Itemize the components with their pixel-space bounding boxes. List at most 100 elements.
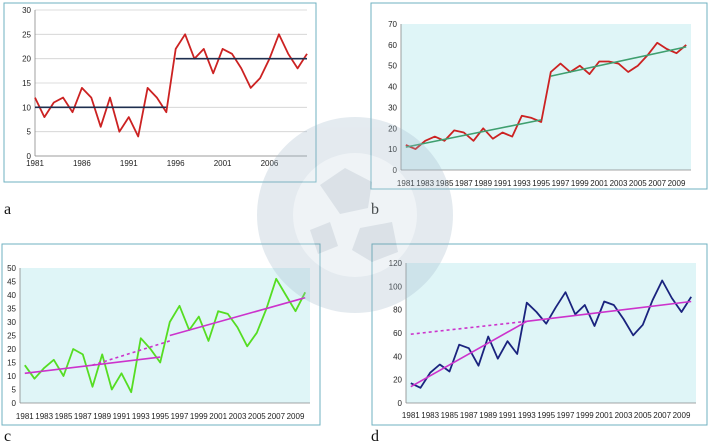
x-tick-label-d-7: 1995: [537, 411, 555, 420]
x-tick-label-d-14: 2009: [673, 411, 691, 420]
y-tick-label-b-3: 30: [388, 103, 397, 112]
series-line-b-observed: [405, 41, 687, 151]
x-tick-label-a-0: 1981: [26, 159, 44, 168]
x-tick-label-c-12: 2005: [248, 412, 266, 421]
y-tick-label-c-4: 20: [7, 345, 16, 354]
y-tick-label-c-9: 45: [7, 278, 16, 287]
x-tick-label-b-13: 2007: [648, 179, 666, 188]
panel-d-plot-area: [406, 263, 696, 403]
series-line-c-trend-1996-2010: [169, 296, 306, 337]
x-tick-label-c-6: 1993: [132, 412, 150, 421]
y-tick-label-b-6: 60: [388, 41, 397, 50]
y-tick-label-b-0: 0: [393, 166, 398, 175]
y-tick-label-c-2: 10: [7, 372, 16, 381]
y-tick-label-b-7: 70: [388, 20, 397, 29]
series-line-d-observed: [410, 279, 692, 389]
y-tick-label-b-4: 40: [388, 83, 397, 92]
x-tick-label-c-14: 2009: [287, 412, 305, 421]
y-tick-label-c-0: 0: [12, 399, 17, 408]
x-tick-label-c-4: 1989: [93, 412, 111, 421]
x-tick-label-c-3: 1987: [74, 412, 92, 421]
y-tick-label-c-10: 50: [7, 264, 16, 273]
x-tick-label-c-10: 2001: [209, 412, 227, 421]
y-tick-label-c-8: 40: [7, 291, 16, 300]
x-tick-label-d-0: 1981: [402, 411, 420, 420]
x-tick-label-b-11: 2003: [610, 179, 628, 188]
y-tick-label-d-4: 80: [393, 306, 402, 315]
x-tick-label-c-7: 1995: [151, 412, 169, 421]
y-tick-label-a-2: 10: [22, 103, 31, 112]
y-tick-label-d-1: 20: [393, 376, 402, 385]
x-tick-label-c-9: 1999: [190, 412, 208, 421]
y-tick-label-d-6: 120: [389, 259, 403, 268]
x-tick-label-c-2: 1985: [55, 412, 73, 421]
x-tick-label-d-10: 2001: [595, 411, 613, 420]
panel-a: 0 5 10 15 20 25 30 1981 1986 1991 1996 2001 2006: [3, 2, 317, 183]
series-line-b-trend-1981-1995: [405, 119, 542, 148]
x-tick-label-d-11: 2003: [615, 411, 633, 420]
x-tick-label-d-5: 1991: [499, 411, 517, 420]
series-line-d-trend-1993-2010: [526, 300, 692, 323]
series-line-c-trend-extension: [92, 340, 171, 366]
panel-label-d: d: [371, 428, 379, 445]
y-tick-label-b-1: 10: [388, 145, 397, 154]
x-tick-label-a-3: 1996: [167, 159, 185, 168]
x-tick-label-d-12: 2005: [634, 411, 652, 420]
x-tick-label-a-4: 2001: [214, 159, 232, 168]
y-tick-label-c-5: 25: [7, 332, 16, 341]
series-line-a-observed: [34, 33, 308, 138]
x-tick-label-c-11: 2003: [229, 412, 247, 421]
x-tick-label-c-0: 1981: [16, 412, 34, 421]
x-tick-label-d-13: 2007: [653, 411, 671, 420]
y-tick-label-a-1: 5: [27, 128, 32, 137]
series-line-c-observed: [24, 277, 307, 394]
x-tick-label-d-3: 1987: [460, 411, 478, 420]
y-tick-label-d-2: 40: [393, 352, 402, 361]
panel-label-b: b: [371, 201, 379, 218]
x-tick-label-c-1: 1983: [35, 412, 53, 421]
x-tick-label-d-6: 1993: [518, 411, 536, 420]
y-tick-label-d-3: 60: [393, 329, 402, 338]
x-tick-label-b-2: 1985: [436, 179, 454, 188]
series-line-d-trend-extension: [410, 320, 527, 335]
y-tick-label-c-3: 15: [7, 359, 16, 368]
x-tick-label-b-8: 1997: [552, 179, 570, 188]
panel-c-plot-area: [20, 268, 310, 403]
watermark-globe-icon: [257, 117, 453, 313]
y-tick-label-c-6: 30: [7, 318, 16, 327]
y-tick-label-a-5: 25: [22, 30, 31, 39]
x-tick-label-d-9: 1999: [576, 411, 594, 420]
x-tick-label-d-8: 1997: [557, 411, 575, 420]
y-tick-label-c-7: 35: [7, 305, 16, 314]
x-tick-label-a-1: 1986: [73, 159, 91, 168]
y-tick-label-b-2: 20: [388, 124, 397, 133]
x-tick-label-b-5: 1991: [494, 179, 512, 188]
x-tick-label-b-9: 1999: [571, 179, 589, 188]
y-tick-label-c-1: 5: [12, 386, 17, 395]
panel-c: 0 5 10 15 20 25 30 35 40 45 50 1981 1983 1985 1987 1989…: [1, 243, 321, 426]
y-tick-label-d-0: 0: [398, 399, 403, 408]
x-tick-label-a-2: 1991: [120, 159, 138, 168]
y-tick-label-b-5: 50: [388, 62, 397, 71]
panel-label-a: a: [4, 201, 11, 218]
y-tick-label-d-5: 100: [389, 282, 403, 291]
x-tick-label-b-0: 1981: [397, 179, 415, 188]
x-tick-label-b-14: 2009: [668, 179, 686, 188]
x-tick-label-b-1: 1983: [416, 179, 434, 188]
panel-d: 0204060801001201981198319851987198919911…: [371, 243, 708, 426]
x-tick-label-b-4: 1989: [474, 179, 492, 188]
x-tick-label-d-2: 1985: [441, 411, 459, 420]
panel-label-c: c: [4, 428, 11, 445]
x-tick-label-c-5: 1991: [113, 412, 131, 421]
x-tick-label-b-12: 2005: [629, 179, 647, 188]
series-line-b-trend-1996-2010: [550, 46, 687, 77]
series-line-d-trend-1981-1993: [410, 320, 528, 388]
x-tick-label-a-5: 2006: [261, 159, 279, 168]
x-tick-label-d-1: 1983: [421, 411, 439, 420]
x-tick-label-c-8: 1997: [171, 412, 189, 421]
x-tick-label-d-4: 1989: [479, 411, 497, 420]
x-tick-label-b-3: 1987: [455, 179, 473, 188]
x-tick-label-c-13: 2007: [267, 412, 285, 421]
